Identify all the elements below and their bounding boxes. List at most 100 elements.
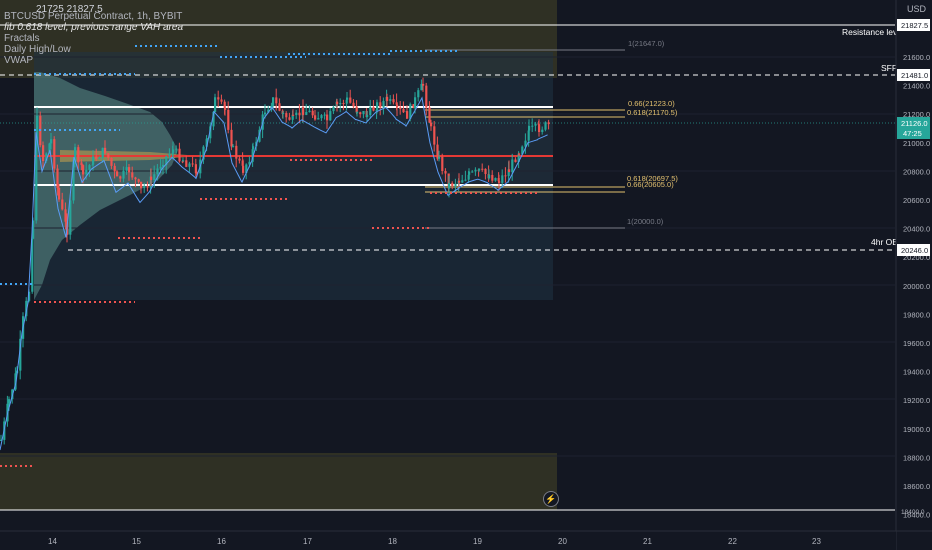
- countdown-text: 47:25: [903, 129, 922, 138]
- candle-body: [248, 161, 251, 165]
- candle-body: [194, 164, 197, 174]
- candle-body: [369, 106, 372, 115]
- candle-body: [77, 147, 80, 163]
- candle-body: [323, 114, 326, 116]
- previous-range-bottom-zone: [0, 453, 557, 510]
- candle-body: [175, 148, 178, 150]
- candle-body: [454, 183, 457, 187]
- candle-body: [153, 174, 156, 180]
- date-tick-label: 21: [643, 537, 652, 546]
- candle-body: [212, 112, 215, 127]
- symbol-line[interactable]: BTCUSD Perpetual Contract, 1h, BYBIT: [4, 11, 183, 22]
- indicator-fractals[interactable]: Fractals: [4, 33, 40, 44]
- candle-body: [494, 178, 497, 181]
- candle-body: [436, 144, 439, 159]
- price-tick-label: 18800.0: [903, 453, 930, 462]
- candle-body: [156, 168, 159, 175]
- date-tick-label: 18: [388, 537, 397, 546]
- candle-body: [420, 83, 423, 91]
- candle-body: [74, 147, 77, 162]
- candle-body: [467, 174, 470, 180]
- fib-label-066-bottom: 0.66(20605.0): [627, 180, 674, 189]
- candle-body: [242, 165, 245, 173]
- candle-body: [376, 102, 379, 111]
- candle-body: [61, 199, 64, 210]
- price-tick-label: 18400.0: [903, 511, 930, 520]
- candle-body: [181, 161, 184, 163]
- candle-body: [444, 170, 447, 174]
- candle-body: [223, 101, 226, 109]
- candle-body: [232, 145, 235, 147]
- candle-body: [143, 186, 146, 189]
- candle-body: [104, 147, 107, 154]
- sfp-price-text: 21481.0: [901, 71, 928, 80]
- candle-body: [116, 171, 119, 177]
- fib-label-0618-top: 0.618(21170.5): [627, 108, 678, 117]
- candle-body: [352, 102, 355, 107]
- candle-body: [53, 139, 56, 169]
- candle-body: [58, 187, 61, 200]
- vwap-line: [0, 96, 548, 451]
- candle-body: [518, 153, 521, 155]
- date-tick-label: 19: [473, 537, 482, 546]
- candle-body: [264, 112, 267, 115]
- candle-body: [113, 165, 116, 172]
- candle-body: [422, 83, 425, 86]
- candle-body: [517, 153, 520, 163]
- candle-body: [498, 181, 501, 183]
- candle-body: [25, 300, 28, 317]
- candle-body: [399, 107, 402, 110]
- candle-body: [402, 109, 405, 113]
- candle-body: [534, 123, 537, 126]
- candle-body: [98, 157, 101, 159]
- candle-body: [227, 109, 230, 130]
- indicator-daily-high-low[interactable]: Daily High/Low: [4, 44, 71, 55]
- price-axis-panel[interactable]: [896, 0, 932, 550]
- candle-body: [235, 145, 238, 159]
- resistance-level-label: Resistance level: [842, 27, 904, 37]
- candle-body: [278, 103, 281, 111]
- candle-body: [217, 97, 220, 100]
- candle-body: [508, 169, 511, 173]
- candle-body: [433, 126, 436, 145]
- candle-body: [95, 156, 98, 159]
- candle-body: [267, 109, 270, 113]
- candle-body: [372, 106, 375, 111]
- candle-body: [428, 107, 431, 123]
- candle-body: [425, 85, 428, 108]
- lightning-icon[interactable]: ⚡: [543, 491, 559, 507]
- candle-body: [291, 114, 294, 120]
- candle-body: [414, 97, 417, 108]
- time-axis-panel[interactable]: [0, 531, 896, 550]
- ob-price-text: 20246.0: [901, 246, 928, 255]
- candle-body: [308, 110, 311, 113]
- candle-body: [292, 114, 295, 116]
- candle-body: [150, 176, 153, 180]
- candle-body: [311, 110, 314, 116]
- candle-body: [45, 153, 48, 162]
- price-tick-label: 19400.0: [903, 368, 930, 377]
- date-tick-label: 14: [48, 537, 57, 546]
- candle-body: [137, 179, 140, 182]
- candle-body: [188, 163, 191, 167]
- candle-body: [36, 115, 39, 143]
- candle-body: [298, 112, 301, 116]
- candle-body: [88, 165, 91, 170]
- candle-body: [544, 122, 547, 130]
- candle-body: [488, 175, 491, 179]
- candle-body: [320, 115, 323, 119]
- candle-body: [285, 113, 288, 118]
- candle-body: [32, 220, 35, 239]
- candle-body: [541, 129, 544, 133]
- candle-body: [35, 142, 38, 221]
- candle-body: [0, 439, 3, 441]
- date-tick-label: 23: [812, 537, 821, 546]
- candle-body: [461, 180, 464, 183]
- candle-body: [430, 122, 433, 127]
- indicator-vwap[interactable]: VWAP: [4, 55, 34, 66]
- candle-body: [389, 99, 392, 101]
- candle-body: [122, 170, 125, 179]
- candle-body: [119, 176, 122, 179]
- candle-body: [28, 291, 31, 301]
